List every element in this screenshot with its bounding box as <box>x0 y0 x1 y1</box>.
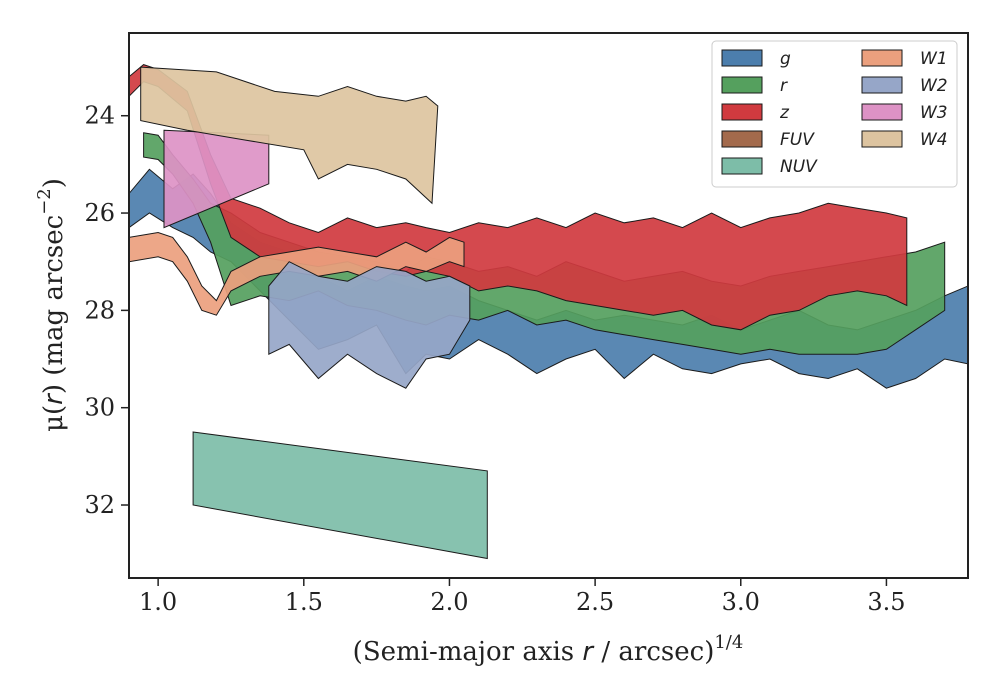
band-w4 <box>140 66 439 205</box>
legend-swatch-w1 <box>861 49 903 67</box>
legend: grz FUV NUV W1 W2 W3 W4 <box>711 40 958 188</box>
legend-label-w4: W4 <box>920 130 948 150</box>
legend-label-z: z <box>779 103 790 123</box>
x-tick-label: 3.5 <box>867 588 905 616</box>
y-tick-label: 26 <box>84 199 115 227</box>
x-tick-label: 2.5 <box>576 588 614 616</box>
legend-swatch-w2 <box>861 76 903 94</box>
x-axis-label: (Semi-major axis r / arcsec)1/4 <box>353 632 744 667</box>
legend-label-g: g <box>780 49 791 69</box>
legend-swatch-w3 <box>861 103 903 121</box>
legend-swatch-fuv <box>721 130 763 148</box>
x-tick-label: 1.0 <box>139 588 177 616</box>
legend-swatch-z <box>721 103 763 121</box>
x-tick-label: 1.5 <box>285 588 323 616</box>
band-nuv <box>192 431 488 560</box>
y-tick-label: 24 <box>84 102 115 130</box>
legend-swatch-nuv <box>721 157 763 175</box>
x-tick-label: 2.0 <box>430 588 468 616</box>
legend-swatch-g <box>721 49 763 67</box>
y-tick-label: 30 <box>84 394 115 422</box>
legend-swatch-r <box>721 76 763 94</box>
legend-label-r: r <box>780 76 788 96</box>
plot-frame <box>128 32 969 579</box>
y-tick-label: 32 <box>84 491 115 519</box>
legend-label-nuv: NUV <box>780 157 818 177</box>
x-tick-label: 3.0 <box>722 588 760 616</box>
x-axis: 1.0 1.5 2.0 2.5 3.0 3.5 <box>139 578 906 616</box>
legend-swatch-w4 <box>861 130 903 148</box>
legend-label-w2: W2 <box>920 76 948 96</box>
plot-area <box>129 64 968 560</box>
band-w2 <box>268 261 471 389</box>
y-axis: 24 26 28 30 32 <box>84 102 129 519</box>
band-w1 <box>129 231 465 316</box>
y-tick-label: 28 <box>84 296 115 324</box>
y-axis-label: μ(r) (mag arcsec−2) <box>34 178 69 432</box>
legend-label-w1: W1 <box>920 49 948 69</box>
legend-label-fuv: FUV <box>780 130 815 150</box>
legend-label-w3: W3 <box>920 103 948 123</box>
